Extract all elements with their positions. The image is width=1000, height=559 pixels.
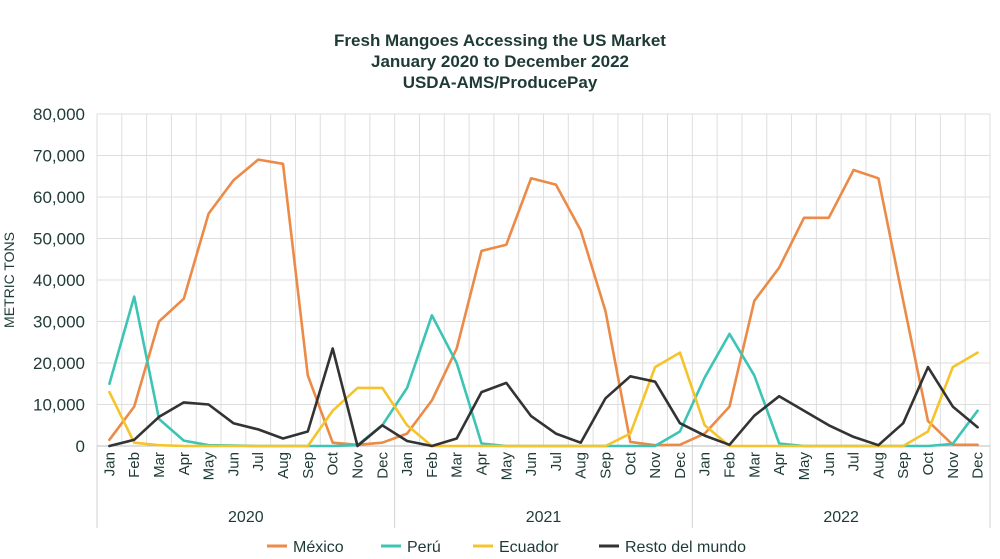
x-tick-label: Mar: [746, 452, 763, 478]
x-tick-label: Nov: [945, 452, 962, 479]
x-tick-label: Aug: [275, 452, 292, 479]
series-line-m-xico: [108, 158, 979, 447]
chart-title: Fresh Mangoes Accessing the US Market Ja…: [0, 30, 1000, 93]
x-tick-label: Feb: [722, 452, 739, 478]
year-labels: 2020 2021 2022: [96, 446, 991, 528]
chart-title-line-2: January 2020 to December 2022: [371, 52, 629, 71]
x-tick-label: Jun: [821, 452, 838, 476]
y-tick-label: 0: [76, 437, 85, 456]
x-tick-label: Apr: [176, 452, 193, 475]
y-tick-label: 80,000: [33, 105, 85, 124]
gridlines: [96, 113, 991, 447]
y-tick-label: 60,000: [33, 188, 85, 207]
y-tick-label: 20,000: [33, 354, 85, 373]
x-tick-label: Jan: [697, 452, 714, 476]
x-tick-label: Sep: [598, 452, 615, 479]
x-tick-label: Jan: [101, 452, 118, 476]
x-tick-label: Dec: [970, 452, 987, 479]
series-line-resto-del-mundo: [108, 347, 979, 448]
x-tick-label: Nov: [647, 452, 664, 479]
x-tick-label: Jul: [846, 452, 863, 471]
legend: México Perú Ecuador Resto del mundo: [267, 539, 746, 556]
x-tick-label: Jun: [225, 452, 242, 476]
y-tick-label: 40,000: [33, 271, 85, 290]
chart-title-line-3: USDA-AMS/ProducePay: [402, 73, 598, 92]
y-tick-label: 50,000: [33, 230, 85, 249]
legend-label: Perú: [407, 539, 441, 556]
x-tick-label: Apr: [771, 452, 788, 475]
x-tick-label: Dec: [672, 452, 689, 479]
y-tick-label: 70,000: [33, 147, 85, 166]
x-tick-label: Jun: [523, 452, 540, 476]
y-tick-label: 30,000: [33, 313, 85, 332]
x-tick-label: Feb: [424, 452, 441, 478]
x-tick-label: Oct: [622, 451, 639, 475]
x-tick-label: Aug: [870, 452, 887, 479]
x-tick-label: May: [201, 452, 218, 481]
year-label: 2021: [526, 509, 562, 526]
legend-label: México: [293, 539, 344, 556]
x-tick-label: Feb: [126, 452, 143, 478]
series-lines: [108, 158, 979, 448]
x-tick-label: Jan: [399, 452, 416, 476]
x-tick-label: May: [796, 452, 813, 481]
x-tick-label: Oct: [325, 451, 342, 475]
x-tick-label: May: [498, 452, 515, 481]
x-tick-label: Nov: [349, 452, 366, 479]
series-line-ecuador: [108, 351, 979, 448]
x-axis-ticks: Jan Feb Mar Apr May Jun Jul Aug Sep Oct Nov Dec Jan F…: [101, 451, 986, 480]
chart-title-line-1: Fresh Mangoes Accessing the US Market: [334, 31, 666, 50]
legend-label: Ecuador: [499, 539, 559, 556]
y-tick-label: 10,000: [33, 396, 85, 415]
x-tick-label: Jul: [548, 452, 565, 471]
x-tick-label: Apr: [473, 452, 490, 475]
y-axis-label: METRIC TONS: [1, 232, 17, 328]
year-label: 2020: [228, 509, 264, 526]
year-label: 2022: [823, 509, 859, 526]
x-tick-label: Sep: [895, 452, 912, 479]
x-tick-label: Mar: [151, 452, 168, 478]
x-tick-label: Oct: [920, 451, 937, 475]
x-tick-label: Aug: [573, 452, 590, 479]
x-tick-label: Dec: [374, 452, 391, 479]
x-tick-label: Jul: [250, 452, 267, 471]
x-tick-label: Mar: [449, 452, 466, 478]
legend-label: Resto del mundo: [625, 539, 746, 556]
x-tick-label: Sep: [300, 452, 317, 479]
y-axis-ticks: 0 10,000 20,000 30,000 40,000 50,000 60,000 70,…: [33, 105, 85, 456]
